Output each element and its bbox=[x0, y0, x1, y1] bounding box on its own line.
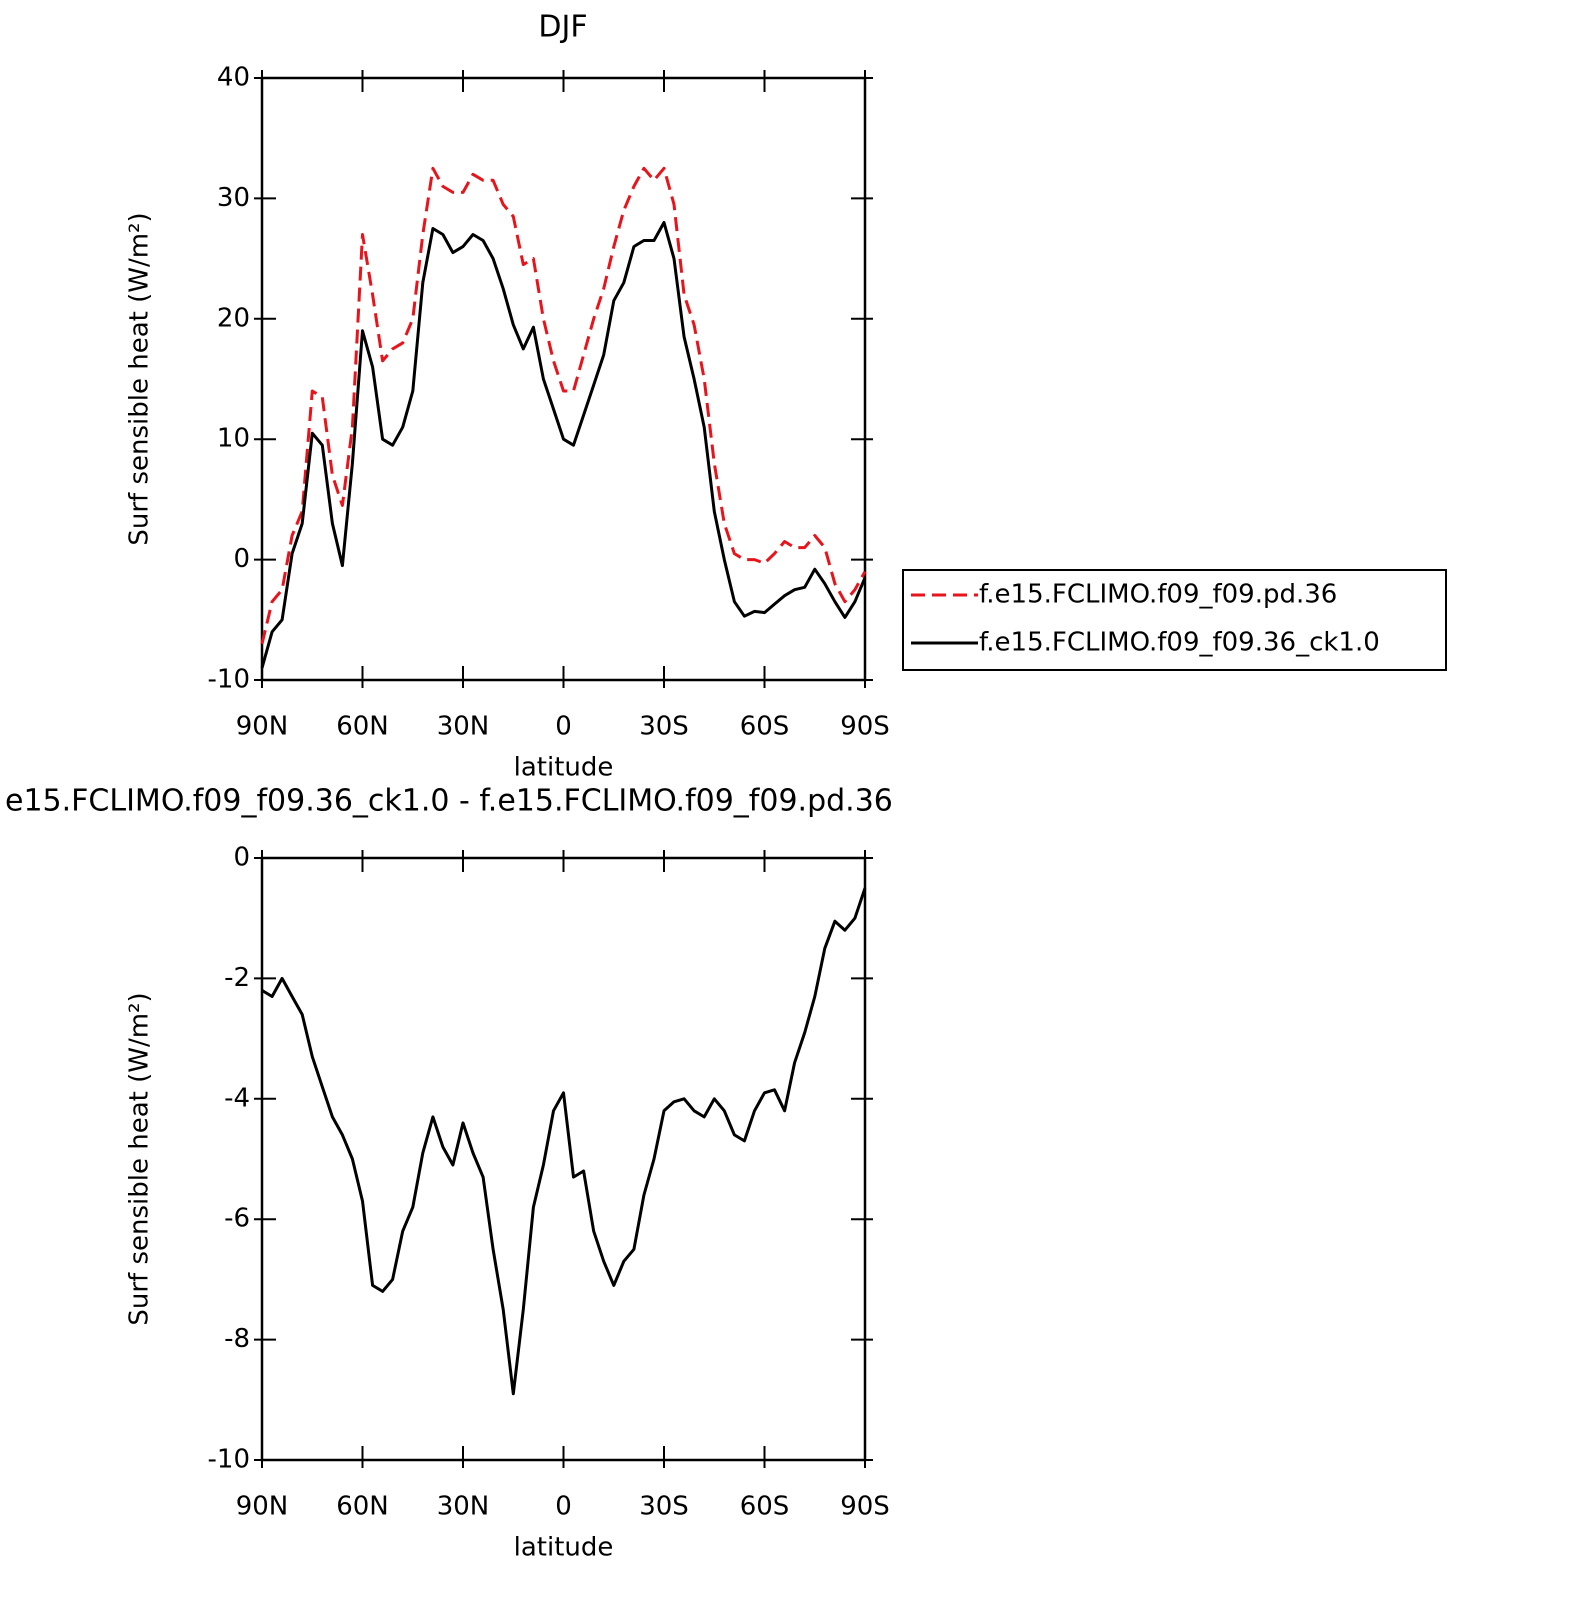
x-tick-label: 30S bbox=[639, 1492, 689, 1522]
x-tick-label: 90S bbox=[840, 1492, 890, 1522]
x-tick-label: 30N bbox=[437, 1492, 490, 1522]
y-tick-label: 10 bbox=[217, 424, 250, 454]
plot-frame bbox=[260, 76, 867, 682]
x-tick-label: 0 bbox=[555, 1492, 572, 1522]
y-tick-label: -10 bbox=[208, 1445, 250, 1475]
chart-title: e15.FCLIMO.f09_f09.36_ck1.0 - f.e15.FCLI… bbox=[5, 784, 893, 819]
x-tick-label: 30S bbox=[639, 712, 689, 742]
data-line bbox=[260, 221, 867, 669]
x-tick-label: 60N bbox=[336, 712, 389, 742]
y-tick-label: 0 bbox=[233, 843, 250, 873]
y-tick-label: -6 bbox=[224, 1204, 250, 1234]
data-line bbox=[261, 887, 867, 1396]
x-tick-label: 60S bbox=[740, 1492, 790, 1522]
y-tick-label: 20 bbox=[217, 303, 250, 333]
y-tick-label: 0 bbox=[233, 544, 250, 574]
legend-label: f.e15.FCLIMO.f09_f09.36_ck1.0 bbox=[979, 628, 1380, 658]
legend-box bbox=[902, 569, 1447, 671]
x-tick-label: 30N bbox=[437, 712, 490, 742]
x-tick-label: 60N bbox=[336, 1492, 389, 1522]
x-tick-label: 0 bbox=[555, 712, 572, 742]
chart-title: DJF bbox=[538, 10, 587, 45]
x-tick-label: 90N bbox=[236, 712, 289, 742]
y-axis-label: Surf sensible heat (W/m²) bbox=[125, 992, 155, 1325]
y-tick-label: 30 bbox=[217, 183, 250, 213]
x-tick-label: 60S bbox=[740, 712, 790, 742]
y-tick-label: -10 bbox=[208, 665, 250, 695]
y-tick-label: 40 bbox=[217, 63, 250, 93]
y-axis-label: Surf sensible heat (W/m²) bbox=[125, 212, 155, 545]
x-axis-label: latitude bbox=[514, 753, 614, 783]
legend-label: f.e15.FCLIMO.f09_f09.pd.36 bbox=[979, 580, 1337, 610]
y-tick-label: -4 bbox=[224, 1083, 250, 1113]
x-tick-label: 90N bbox=[236, 1492, 289, 1522]
y-tick-label: -2 bbox=[224, 963, 250, 993]
x-tick-label: 90S bbox=[840, 712, 890, 742]
data-line bbox=[260, 166, 867, 645]
x-axis-label: latitude bbox=[514, 1533, 614, 1563]
y-tick-label: -8 bbox=[224, 1324, 250, 1354]
